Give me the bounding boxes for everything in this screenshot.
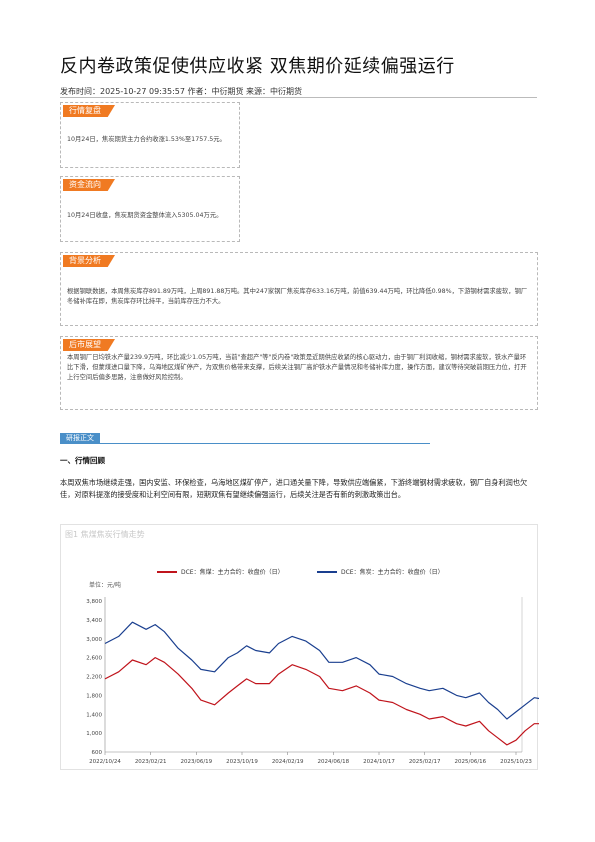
series-line xyxy=(104,621,539,720)
x-tick-label: 2023/10/19 xyxy=(226,759,258,765)
x-tick-label: 2024/10/17 xyxy=(363,759,395,765)
y-tick-label: 3,000 xyxy=(86,637,102,643)
series-line xyxy=(104,657,539,746)
market-review-tag: 行情复盘 xyxy=(63,105,115,117)
y-tick-label: 600 xyxy=(92,750,103,756)
y-tick-label: 2,600 xyxy=(86,656,102,662)
legend-label: DCE：焦煤：主力合约：收盘价（日） xyxy=(181,568,284,576)
price-chart-svg: 图1 焦煤焦炭行情走势 DCE：焦煤：主力合约：收盘价（日） DCE：焦炭：主力合… xyxy=(65,529,539,765)
x-tick-label: 2025/10/23 xyxy=(500,759,532,765)
market-review-text: 10月24日，焦炭期货主力合约收涨1.53%至1757.5元。 xyxy=(67,136,226,143)
price-chart: 图1 焦煤焦炭行情走势 DCE：焦煤：主力合约：收盘价（日） DCE：焦炭：主力合… xyxy=(60,524,539,770)
capital-flow-text: 10月24日收盘，焦炭期货资金整体流入5305.04万元。 xyxy=(67,212,223,219)
capital-flow-tag: 资金流向 xyxy=(63,179,115,191)
report-body-rule xyxy=(60,443,430,444)
background-tag: 背景分析 xyxy=(63,255,115,267)
outlook-box: 后市展望 本周钢厂日均铁水产量239.9万吨，环比减少1.05万吨，当前"查超产… xyxy=(60,336,538,410)
chart-x-axis: 2022/10/24 2023/02/21 2023/06/19 2023/10/19… xyxy=(89,751,532,765)
report-body-tab: 研报正文 xyxy=(60,433,100,444)
y-tick-label: 3,800 xyxy=(86,599,102,605)
y-tick-label: 1,800 xyxy=(86,693,102,699)
chart-unit-label: 单位：元/吨 xyxy=(89,581,121,589)
x-tick-label: 2023/06/19 xyxy=(180,759,212,765)
section-heading: 一、行情回顾 xyxy=(60,456,105,465)
y-tick-label: 1,000 xyxy=(86,731,102,737)
y-tick-label: 1,400 xyxy=(86,712,102,718)
x-tick-label: 2024/02/19 xyxy=(272,759,304,765)
meta-divider xyxy=(60,97,537,98)
y-tick-label: 2,200 xyxy=(86,675,102,681)
chart-legend: DCE：焦煤：主力合约：收盘价（日） DCE：焦炭：主力合约：收盘价（日） xyxy=(157,568,444,576)
chart-title: 图1 焦煤焦炭行情走势 xyxy=(65,529,145,539)
outlook-tag: 后市展望 xyxy=(63,339,115,351)
article-meta: 发布时间：2025-10-27 09:35:57 作者：中衍期货 来源：中衍期货 xyxy=(60,87,303,96)
section-body: 本周双焦市场继续走强，国内安监、环保检查，乌海地区煤矿停产，进口通关量下降，导致… xyxy=(60,478,528,499)
x-tick-label: 2023/02/21 xyxy=(135,759,167,765)
x-tick-label: 2025/06/16 xyxy=(454,759,486,765)
x-tick-label: 2024/06/18 xyxy=(317,759,349,765)
x-tick-label: 2022/10/24 xyxy=(89,759,121,765)
market-review-box: 行情复盘 10月24日，焦炭期货主力合约收涨1.53%至1757.5元。 xyxy=(60,102,240,168)
capital-flow-box: 资金流向 10月24日收盘，焦炭期货资金整体流入5305.04万元。 xyxy=(60,176,240,242)
article-title: 反内卷政策促使供应收紧 双焦期价延续偏强运行 xyxy=(60,56,455,77)
chart-y-axis: 600 1,000 1,400 1,800 2,200 2,600 3,000 3,400 3,… xyxy=(86,597,523,756)
background-box: 背景分析 根据钢联数据，本周焦炭库存891.89万吨，上周891.88万吨。其中… xyxy=(60,252,538,326)
legend-label: DCE：焦炭：主力合约：收盘价（日） xyxy=(341,568,444,576)
chart-series xyxy=(104,621,539,746)
y-tick-label: 3,400 xyxy=(86,618,102,624)
x-tick-label: 2025/02/17 xyxy=(409,759,441,765)
outlook-text: 本周钢厂日均铁水产量239.9万吨，环比减少1.05万吨，当前"查超产"等"反内… xyxy=(67,354,527,381)
background-text: 根据钢联数据，本周焦炭库存891.89万吨，上周891.88万吨。其中247家钢… xyxy=(67,288,528,305)
